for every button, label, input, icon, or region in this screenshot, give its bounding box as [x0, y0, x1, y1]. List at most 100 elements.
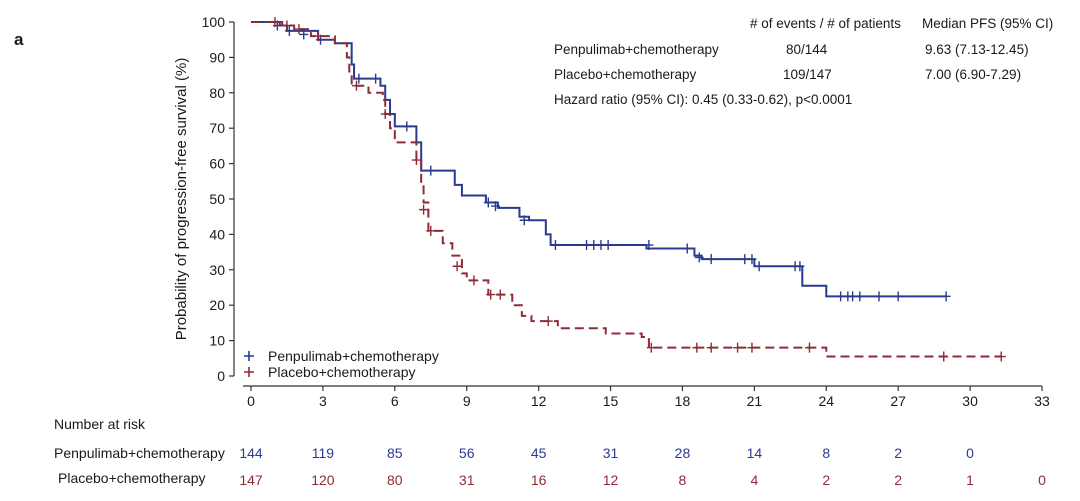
y-axis-label: Probability of progression-free survival…	[173, 58, 190, 341]
censor-mark	[270, 17, 280, 27]
y-tick-label: 50	[209, 191, 225, 207]
y-tick-label: 20	[209, 297, 225, 313]
censor-mark	[354, 73, 364, 84]
risk-number: 2	[894, 472, 903, 488]
censor-mark	[380, 109, 390, 120]
y-tick-label: 90	[209, 49, 225, 65]
risk-number: 85	[387, 445, 403, 461]
risk-number: 0	[966, 445, 974, 461]
legend-marker	[244, 351, 254, 361]
censor-mark	[941, 291, 951, 302]
x-tick-label: 30	[962, 393, 978, 409]
km-curve	[251, 21, 1002, 358]
censor-mark	[483, 197, 493, 208]
risk-number: 8	[822, 445, 831, 461]
risk-number: 45	[530, 445, 547, 461]
y-tick-label: 60	[209, 156, 225, 172]
censor-mark	[490, 201, 500, 212]
risk-table-title: Number at risk	[54, 416, 146, 432]
censor-mark	[294, 24, 304, 35]
censor-mark	[426, 225, 436, 236]
x-tick-label: 15	[603, 393, 619, 409]
y-tick-label: 10	[209, 333, 225, 349]
x-tick-label: 27	[890, 393, 906, 409]
censor-mark	[804, 342, 814, 353]
censor-mark	[754, 261, 764, 272]
risk-number: 144	[239, 445, 263, 461]
risk-number: 1	[966, 472, 974, 488]
y-tick-label: 80	[209, 85, 225, 101]
censor-mark	[313, 31, 323, 42]
y-tick-label: 100	[202, 14, 226, 30]
censor-mark	[706, 254, 716, 265]
censor-mark	[646, 342, 656, 353]
x-tick-label: 3	[319, 393, 327, 409]
hazard-ratio: Hazard ratio (95% CI): 0.45 (0.33-0.62),…	[554, 92, 853, 107]
censor-mark	[402, 121, 412, 132]
censor-mark	[411, 155, 421, 166]
risk-row-label: Placebo+chemotherapy	[58, 470, 206, 486]
risk-number: 119	[311, 445, 335, 461]
censor-mark	[351, 80, 361, 91]
x-tick-label: 18	[675, 393, 691, 409]
results-row-events: 80/144	[786, 42, 828, 57]
legend-label: Placebo+chemotherapy	[268, 364, 416, 380]
censor-mark	[795, 261, 805, 272]
censor-mark	[419, 204, 429, 215]
y-tick-label: 70	[209, 120, 225, 136]
censor-mark	[747, 254, 757, 265]
censor-mark	[452, 261, 462, 272]
x-tick-label: 9	[463, 393, 471, 409]
censor-mark	[733, 342, 743, 353]
censor-mark	[939, 351, 949, 362]
censor-mark	[426, 165, 436, 176]
risk-number: 14	[746, 445, 763, 461]
panel-label: a	[14, 30, 24, 49]
censor-mark	[692, 342, 702, 353]
results-header-events: # of events / # of patients	[750, 16, 901, 31]
km-plot: 0 10 20 30 40 50 60 70 80 90 100 0 3 6 9 12 15 18 21 24 27 30…	[173, 14, 1050, 409]
censor-mark	[996, 351, 1006, 362]
x-tick-label: 0	[247, 393, 255, 409]
censor-mark	[371, 73, 381, 84]
risk-number: 120	[311, 472, 335, 488]
censor-mark	[550, 240, 560, 251]
legend-label: Penpulimab+chemotherapy	[268, 348, 439, 364]
censor-mark	[855, 291, 865, 302]
censor-mark	[874, 291, 884, 302]
risk-number: 147	[239, 472, 263, 488]
censor-mark	[519, 215, 529, 226]
x-tick-label: 33	[1034, 393, 1050, 409]
results-row-pfs: 9.63 (7.13-12.45)	[925, 42, 1029, 57]
risk-number: 80	[387, 472, 403, 488]
censor-mark	[495, 289, 505, 300]
censor-mark	[694, 252, 704, 263]
y-tick-label: 30	[209, 262, 225, 278]
km-curve	[251, 21, 947, 298]
censor-mark	[282, 20, 292, 31]
censor-mark	[747, 342, 757, 353]
censor-mark	[486, 289, 496, 300]
censor-mark	[706, 342, 716, 353]
risk-number: 16	[530, 472, 547, 488]
censor-mark	[644, 240, 654, 251]
risk-number: 28	[674, 445, 691, 461]
censor-mark	[284, 25, 294, 36]
risk-row-label: Penpulimab+chemotherapy	[54, 445, 225, 461]
censor-mark	[299, 29, 309, 40]
x-tick-label: 21	[747, 393, 763, 409]
censor-mark	[893, 291, 903, 302]
risk-number: 56	[458, 445, 475, 461]
censor-mark	[603, 240, 613, 251]
risk-number: 31	[602, 445, 619, 461]
censor-mark	[543, 316, 553, 327]
results-row-label: Placebo+chemotherapy	[554, 67, 697, 82]
x-tick-label: 6	[391, 393, 399, 409]
results-row-label: Penpulimab+chemotherapy	[554, 42, 719, 57]
x-tick-label: 24	[818, 393, 834, 409]
legend-marker	[244, 367, 254, 377]
risk-number: 0	[1038, 472, 1046, 488]
risk-number: 2	[822, 472, 831, 488]
risk-number: 4	[750, 472, 759, 488]
risk-number: 8	[678, 472, 687, 488]
